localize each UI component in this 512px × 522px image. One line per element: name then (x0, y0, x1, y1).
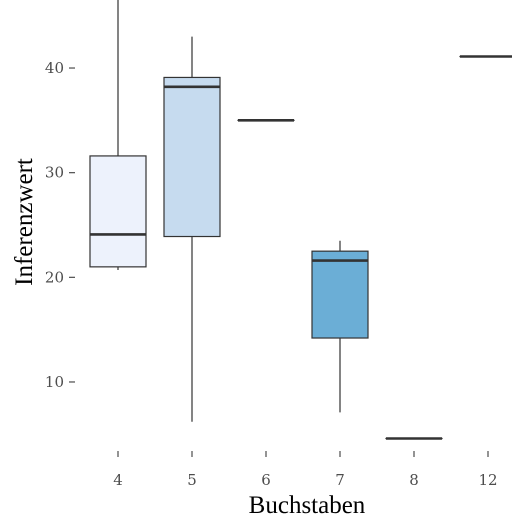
boxes (89, 0, 512, 440)
x-tick-label: 5 (187, 471, 197, 489)
box-4 (89, 0, 147, 270)
y-tick-label: 20 (45, 268, 64, 286)
box-iqr (311, 250, 369, 339)
x-axis-title: Buchstaben (249, 492, 366, 519)
y-axis: 10 20 30 40 (45, 59, 75, 391)
y-axis-title: Inferenzwert (11, 158, 38, 286)
box-5 (163, 36, 221, 422)
y-tick-label: 10 (45, 373, 64, 391)
box-iqr (89, 155, 147, 268)
box-iqr (163, 76, 221, 238)
box-7 (311, 240, 369, 413)
x-tick-label: 12 (478, 471, 497, 489)
x-tick-label: 4 (113, 471, 123, 489)
y-tick-label: 30 (45, 164, 64, 182)
y-tick-label: 40 (45, 59, 64, 77)
x-tick-label: 6 (261, 471, 271, 489)
x-axis: 4 5 6 7 8 12 (113, 451, 498, 489)
x-tick-label: 8 (409, 471, 419, 489)
x-tick-label: 7 (335, 471, 345, 489)
